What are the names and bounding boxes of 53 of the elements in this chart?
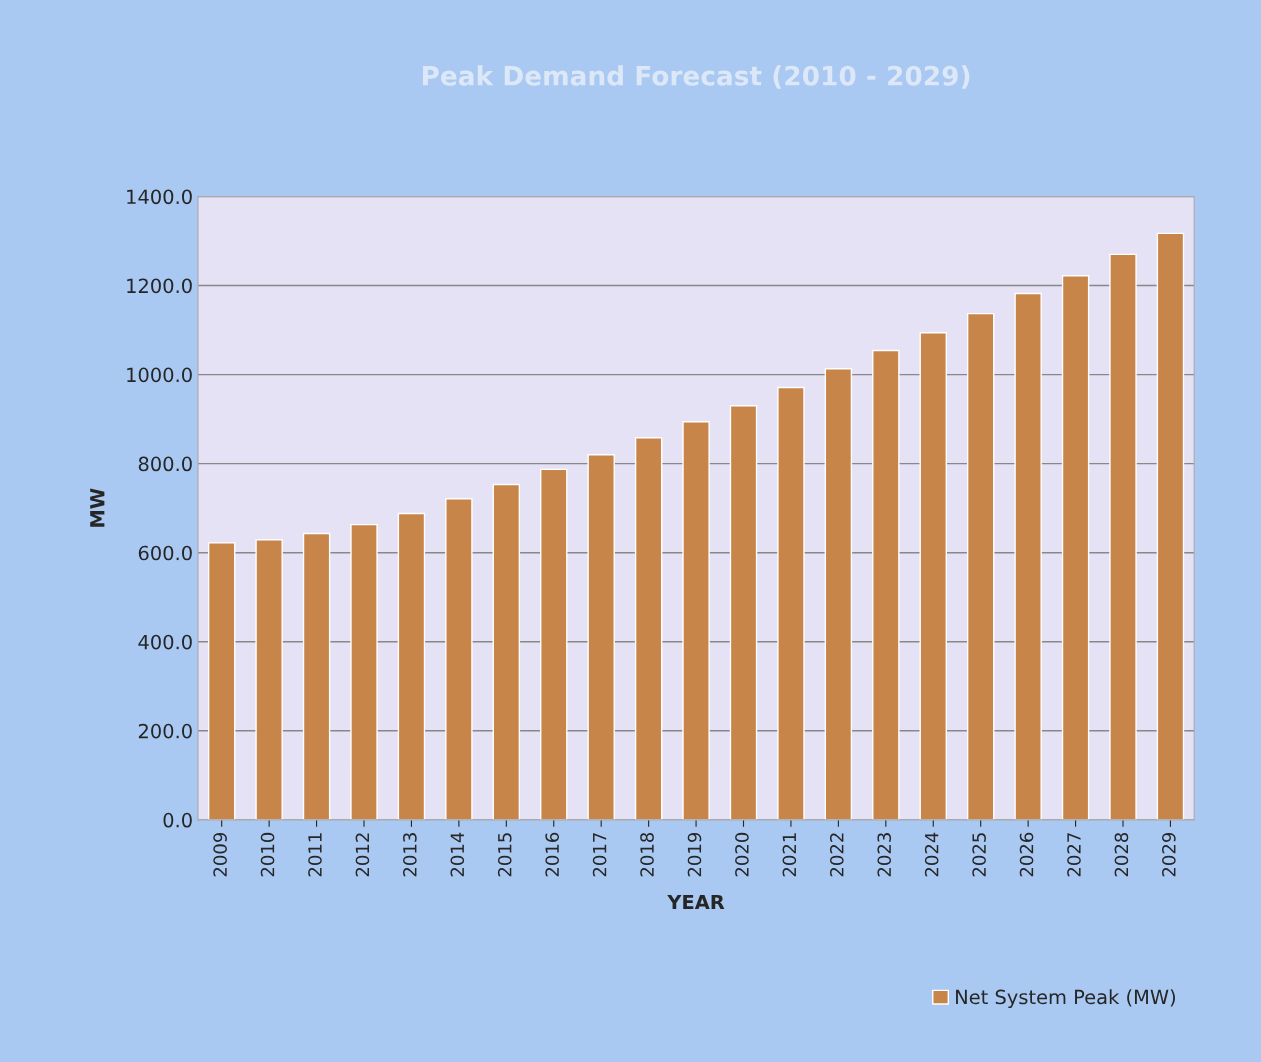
x-tick-label: 2019 — [687, 832, 702, 877]
y-tick-label: 400.0 — [138, 634, 192, 650]
bar — [634, 437, 663, 820]
x-tick-label: 2025 — [972, 833, 986, 877]
bar — [1156, 232, 1185, 820]
bar — [966, 312, 995, 820]
x-tick-label: 2018 — [640, 832, 654, 877]
x-tick-label: 2029 — [1162, 832, 1176, 877]
bar — [492, 483, 521, 820]
bar — [1014, 292, 1042, 820]
bar — [729, 405, 758, 820]
bar — [682, 421, 710, 820]
x-tick-label: 2027 — [1067, 833, 1081, 877]
x-tick-label: 2015 — [497, 833, 512, 877]
x-axis-title: YEAR — [667, 894, 725, 910]
bar — [824, 368, 853, 820]
y-tick-label: 1200.0 — [127, 278, 192, 294]
y-tick-label: 1400.0 — [127, 189, 192, 205]
x-tick-label: 2021 — [782, 833, 797, 877]
bar — [777, 386, 805, 820]
bar — [445, 498, 473, 820]
x-tick-label: 2017 — [592, 833, 607, 877]
bar — [587, 454, 615, 820]
x-tick-label: 2011 — [308, 833, 322, 877]
bar — [350, 523, 378, 820]
x-tick-label: 2016 — [545, 832, 559, 877]
bar — [540, 468, 568, 820]
x-tick-label: 2014 — [450, 832, 465, 877]
bar — [919, 332, 948, 820]
legend-label: Net System Peak (MW) — [956, 989, 1175, 1009]
x-tick-label: 2024 — [924, 832, 939, 877]
x-tick-label: 2009 — [213, 832, 227, 877]
bar — [1109, 253, 1137, 820]
y-tick-label: 0.0 — [163, 812, 192, 828]
x-tick-label: 2013 — [403, 833, 417, 877]
x-tick-label: 2023 — [877, 833, 892, 877]
y-tick-label: 800.0 — [138, 456, 192, 472]
x-tick-label: 2012 — [355, 833, 370, 877]
x-tick-label: 2010 — [260, 832, 275, 877]
bar — [1061, 275, 1090, 820]
x-tick-label: 2028 — [1114, 832, 1129, 877]
x-tick-label: 2022 — [829, 833, 844, 877]
bar — [397, 512, 426, 820]
x-tick-label: 2026 — [1019, 832, 1034, 877]
bar — [302, 532, 331, 820]
x-tick-label: 2020 — [735, 832, 749, 877]
y-tick-label: 600.0 — [138, 545, 192, 561]
bar — [207, 542, 236, 820]
y-tick-label: 200.0 — [138, 723, 192, 739]
bar — [872, 349, 900, 820]
bar — [255, 539, 283, 820]
y-axis-title: MW — [90, 488, 105, 527]
y-tick-label: 1000.0 — [127, 367, 192, 383]
